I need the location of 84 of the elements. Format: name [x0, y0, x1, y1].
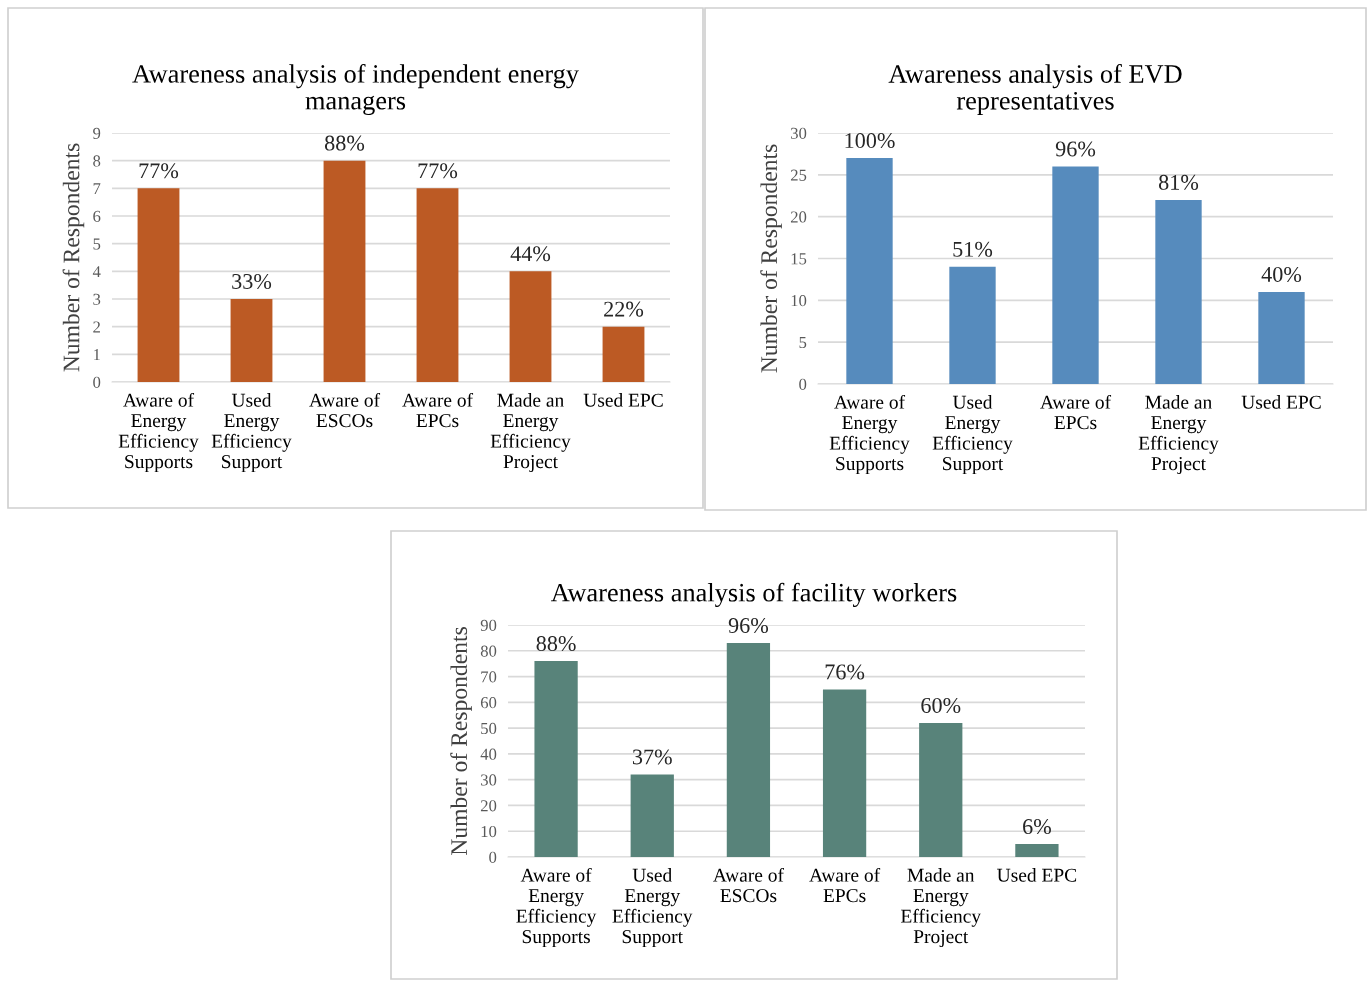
annotation: 76% — [825, 664, 865, 680]
x-tick-label: Used Energy Efficiency Support — [932, 395, 1013, 475]
y-tick-label: 40 — [480, 748, 497, 760]
chart-title: Awareness analysis of EVD representatives — [888, 64, 1182, 115]
bar — [230, 299, 273, 382]
annotation: 40% — [1261, 266, 1302, 282]
y-axis-title: Number of Respondents — [450, 627, 472, 856]
x-tick-label: Aware of EPCs — [402, 392, 474, 428]
annotation: 51% — [953, 241, 993, 257]
x-tick-label: Used EPC — [997, 868, 1077, 882]
y-tick-label: 60 — [480, 697, 497, 709]
y-tick-label: 7 — [93, 183, 101, 195]
y-tick-label: 5 — [93, 238, 101, 250]
y-tick-label: 20 — [790, 211, 807, 223]
x-tick-label: Made an Energy Efficiency Project — [490, 393, 571, 473]
annotation: 100% — [845, 133, 895, 149]
bar — [1052, 166, 1099, 384]
y-tick-label: 30 — [481, 774, 497, 786]
bar — [534, 661, 578, 857]
x-tick-label: Aware of ESCOs — [713, 867, 784, 903]
bar — [919, 722, 963, 857]
x-tick-label: Used EPC — [583, 393, 663, 407]
annotation: 22% — [604, 301, 644, 317]
y-tick-label: 0 — [799, 378, 807, 390]
x-tick-label: Used Energy Efficiency Support — [612, 868, 693, 948]
y-tick-label: 5 — [799, 337, 807, 349]
y-tick-label: 9 — [93, 127, 101, 139]
x-tick-label: Aware of EPCs — [1040, 394, 1112, 430]
x-tick-label: Aware of EPCs — [809, 867, 881, 903]
bar — [846, 158, 893, 384]
y-tick-label: 50 — [481, 722, 497, 735]
x-tick-label: Made an Energy Efficiency Project — [901, 868, 981, 948]
y-tick-label: 4 — [92, 266, 101, 278]
x-tick-label: Aware of Energy Efficiency Supports — [118, 392, 199, 473]
chart-title: Awareness analysis of facility workers — [551, 582, 957, 607]
y-tick-label: 30 — [791, 127, 807, 139]
annotation: 96% — [728, 617, 769, 634]
annotation: 6% — [1023, 819, 1051, 835]
y-tick-label: 15 — [791, 253, 807, 265]
y-tick-label: 8 — [93, 155, 101, 167]
bar — [509, 271, 552, 382]
y-axis-title: Number of Respondents — [760, 144, 782, 373]
annotation: 60% — [921, 697, 961, 713]
y-tick-label: 20 — [480, 800, 497, 812]
x-tick-label: Aware of Energy Efficiency Supports — [516, 867, 597, 948]
y-tick-label: 3 — [93, 293, 101, 305]
bar — [726, 643, 771, 857]
bar — [323, 160, 366, 382]
annotation: 81% — [1158, 174, 1199, 190]
y-tick-label: 1 — [94, 349, 100, 361]
y-tick-label: 70 — [481, 671, 497, 683]
annotation: 77% — [418, 163, 458, 179]
y-tick-label: 10 — [791, 295, 807, 307]
bar — [949, 266, 996, 384]
bar — [630, 774, 674, 857]
annotation: 37% — [632, 749, 672, 765]
y-tick-label: 0 — [93, 376, 101, 388]
y-tick-label: 0 — [489, 851, 497, 863]
annotation: 77% — [139, 163, 179, 179]
annotation: 33% — [232, 273, 272, 289]
y-tick-label: 6 — [93, 210, 101, 222]
bar — [1015, 844, 1059, 857]
bar — [822, 689, 867, 857]
y-axis-title: Number of Respondents — [62, 143, 85, 372]
y-tick-label: 90 — [480, 619, 497, 631]
x-tick-label: Used EPC — [1241, 395, 1321, 409]
bar — [1155, 199, 1202, 384]
x-tick-label: Used Energy Efficiency Support — [211, 393, 292, 473]
chart-title: Awareness analysis of independent energy managers — [132, 63, 579, 115]
y-tick-label: 25 — [790, 169, 807, 181]
x-tick-label: Made an Energy Efficiency Project — [1138, 395, 1219, 475]
annotation: 44% — [510, 246, 551, 262]
annotation: 88% — [536, 636, 576, 652]
bar — [1258, 291, 1305, 384]
x-tick-label: Aware of ESCOs — [309, 392, 381, 428]
bar — [137, 188, 180, 382]
annotation: 96% — [1055, 141, 1096, 157]
annotation: 88% — [324, 135, 365, 151]
y-tick-label: 2 — [93, 321, 100, 333]
bar — [602, 326, 645, 382]
x-tick-label: Aware of Energy Efficiency Supports — [829, 394, 910, 475]
bar — [416, 188, 459, 382]
y-tick-label: 10 — [481, 825, 497, 838]
y-tick-label: 80 — [480, 645, 497, 657]
